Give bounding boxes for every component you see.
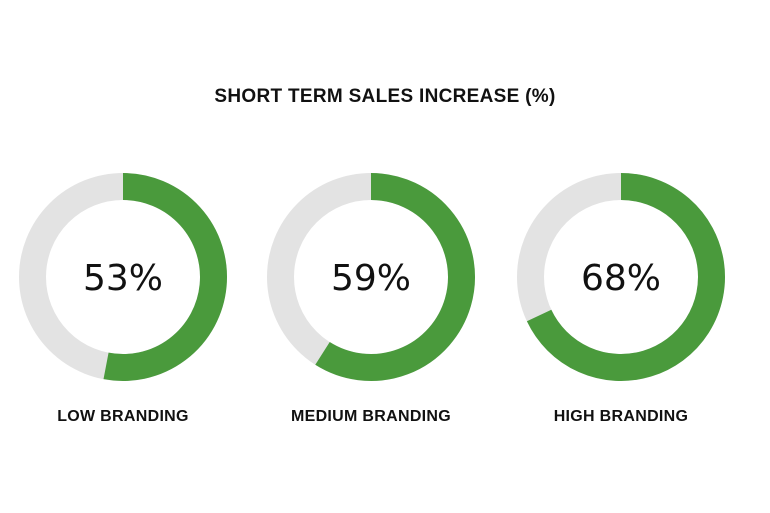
donut-category-label: LOW BRANDING [57,408,189,425]
donut-value-label: 59% [331,258,411,299]
donut-category-label: HIGH BRANDING [554,408,689,425]
donut-category-label: MEDIUM BRANDING [291,408,451,425]
chart-title: SHORT TERM SALES INCREASE (%) [214,86,556,107]
donut-2: 59% MEDIUM BRANDING [267,173,475,425]
donut-1: 53% LOW BRANDING [19,173,227,425]
donut-value-label: 68% [581,258,661,299]
donut-value-label: 53% [83,258,163,299]
donut-value-arc [315,173,475,381]
donut-value-arc [103,173,227,381]
donut-value-arc [526,173,725,381]
donut-3: 68% HIGH BRANDING [517,173,725,425]
